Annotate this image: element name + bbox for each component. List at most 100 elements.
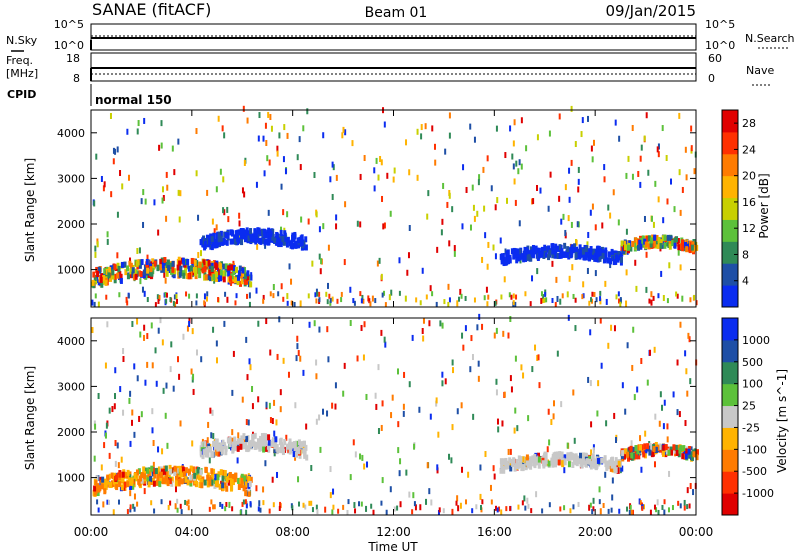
echo-cell (677, 500, 680, 506)
echo-cell (180, 478, 184, 485)
echo-cell (674, 444, 678, 451)
echo-cell (523, 250, 527, 257)
echo-cell (212, 274, 216, 281)
echo-cell (647, 243, 651, 250)
echo-cell (198, 272, 202, 279)
echo-cell (276, 353, 279, 360)
echo-cell (91, 327, 94, 334)
echo-cell (624, 408, 627, 415)
echo-cell (185, 291, 188, 297)
echo-cell (194, 270, 198, 277)
echo-cell (415, 297, 418, 303)
echo-cell (189, 480, 193, 487)
echo-cell (145, 258, 149, 265)
echo-cell (402, 410, 405, 417)
echo-cell (159, 471, 163, 478)
echo-cell (130, 479, 134, 486)
y-tick-label: 3000 (57, 172, 85, 185)
echo-cell (170, 476, 174, 483)
echo-cell (405, 139, 408, 146)
echo-cell (258, 112, 261, 119)
echo-cell (471, 508, 474, 514)
echo-cell (92, 271, 96, 278)
echo-cell (626, 506, 629, 512)
echo-cell (319, 446, 322, 453)
echo-cell (209, 446, 213, 453)
y-tick-label: 4000 (57, 335, 85, 348)
echo-cell (413, 501, 416, 507)
echo-cell (327, 244, 330, 251)
echo-cell (100, 464, 103, 471)
echo-cell (157, 446, 160, 453)
y-tick-label: 2000 (57, 426, 85, 439)
echo-cell (139, 331, 142, 338)
echo-cell (262, 294, 265, 300)
noise-sky-label: N.Sky (6, 34, 38, 47)
echo-cell (235, 231, 239, 238)
echo-cell (257, 135, 260, 142)
echo-cell (178, 260, 182, 267)
echo-cell (349, 320, 352, 327)
echo-cell (536, 354, 539, 361)
echo-cell (625, 172, 628, 179)
echo-cell (411, 334, 414, 341)
echo-cell (678, 169, 681, 176)
echo-cell (447, 301, 450, 307)
echo-cell (536, 268, 539, 275)
echo-cell (532, 198, 535, 205)
echo-cell (595, 256, 599, 263)
echo-cell (158, 295, 161, 301)
echo-cell (558, 244, 562, 251)
echo-cell (656, 499, 659, 506)
echo-cell (236, 236, 240, 243)
echo-cell (283, 124, 286, 131)
echo-cell (220, 274, 224, 281)
echo-cell (311, 507, 314, 513)
echo-cell (489, 484, 492, 491)
echo-cell (626, 342, 629, 349)
echo-cell (176, 356, 179, 363)
echo-cell (531, 455, 535, 462)
echo-cell (171, 266, 175, 273)
echo-cell (136, 501, 139, 507)
echo-cell (173, 469, 177, 476)
echo-cell (186, 258, 190, 265)
velocity-plot-background (91, 318, 696, 515)
echo-cell (626, 244, 630, 251)
echo-cell (614, 467, 618, 474)
echo-cell (178, 373, 181, 380)
echo-cell (219, 501, 222, 507)
echo-cell (183, 269, 187, 276)
echo-cell (363, 463, 366, 470)
echo-cell (278, 505, 281, 511)
echo-cell (251, 385, 254, 392)
echo-cell (116, 262, 120, 269)
echo-cell (556, 350, 559, 357)
echo-cell (653, 461, 656, 468)
echo-cell (467, 471, 470, 478)
freq-tick-bottom: 8 (73, 72, 80, 85)
echo-cell (219, 275, 223, 282)
echo-cell (249, 501, 252, 507)
echo-cell (459, 502, 462, 509)
echo-cell (126, 265, 130, 272)
echo-cell (210, 265, 214, 272)
colorbar-tick-label: 8 (742, 248, 749, 261)
colorbar-segment (722, 427, 738, 450)
echo-cell (315, 418, 318, 425)
noise-right-tick-bottom: 10^0 (705, 39, 735, 52)
echo-cell (502, 330, 505, 337)
echo-cell (241, 187, 244, 194)
echo-cell (96, 483, 100, 490)
echo-cell (256, 227, 260, 234)
echo-cell (496, 507, 499, 513)
echo-cell (273, 450, 276, 457)
echo-cell (265, 139, 268, 146)
echo-cell (131, 320, 134, 327)
echo-cell (575, 460, 579, 467)
echo-cell (380, 424, 383, 431)
echo-cell (266, 239, 270, 246)
echo-cell (412, 492, 415, 499)
echo-cell (641, 505, 644, 511)
echo-cell (264, 122, 267, 129)
